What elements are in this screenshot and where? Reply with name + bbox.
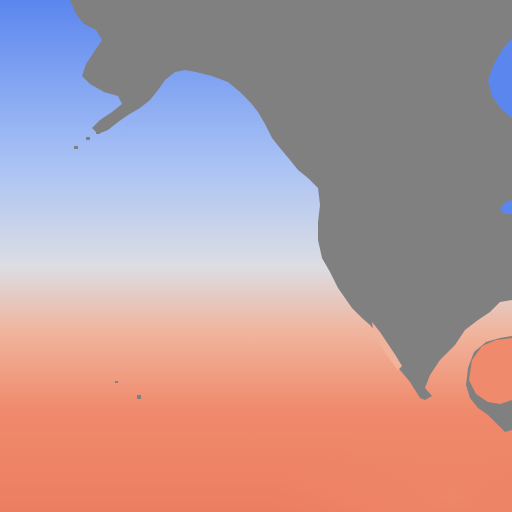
sst-map bbox=[0, 0, 512, 512]
